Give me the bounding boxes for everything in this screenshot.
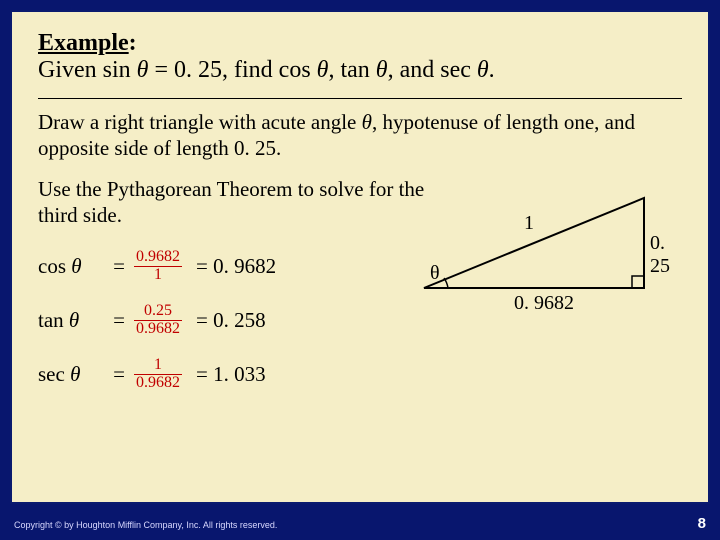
equals-icon: =	[110, 362, 128, 387]
heading-line2: Given sin θ = 0. 25, find cos θ, tan θ, …	[38, 57, 682, 84]
frac-num: 0.25	[142, 303, 174, 320]
adjacent-label: 0. 9682	[514, 292, 574, 315]
eq-lhs: cos θ	[38, 254, 110, 279]
frac-num: 1	[152, 357, 164, 374]
frac-den: 0.9682	[134, 375, 182, 392]
fraction: 1 0.9682	[134, 357, 182, 392]
theta-icon: θ	[69, 308, 79, 332]
heading-word: Example	[38, 30, 129, 56]
heading-colon: :	[129, 30, 137, 56]
t2-c: , tan	[328, 57, 375, 83]
frac-den: 1	[152, 267, 164, 284]
eq-rhs: = 0. 258	[196, 308, 266, 333]
frac-den: 0.9682	[134, 321, 182, 338]
eq-lhs: tan θ	[38, 308, 110, 333]
opposite-label: 0. 25	[650, 232, 674, 278]
t2-e: .	[489, 57, 495, 83]
example-heading: Example:	[38, 30, 682, 57]
fraction: 0.25 0.9682	[134, 303, 182, 338]
t2-a: Given sin	[38, 57, 137, 83]
eq-rhs: = 0. 9682	[196, 254, 276, 279]
triangle-diagram: 1 0. 25 0. 9682 θ	[414, 188, 674, 338]
frac-num: 0.9682	[134, 249, 182, 266]
eq-sec: sec θ = 1 0.9682 = 1. 033	[38, 354, 682, 394]
t2-d: , and sec	[388, 57, 477, 83]
theta-icon: θ	[317, 57, 329, 83]
theta-icon: θ	[70, 362, 80, 386]
eq-lhs: sec θ	[38, 362, 110, 387]
right-angle-icon	[632, 276, 644, 288]
divider	[38, 98, 682, 99]
t2-b: = 0. 25, find cos	[148, 57, 316, 83]
paragraph-1: Draw a right triangle with acute angle θ…	[38, 109, 682, 162]
theta-icon: θ	[376, 57, 388, 83]
triangle-shape	[424, 198, 644, 288]
paragraph-2: Use the Pythagorean Theorem to solve for…	[38, 176, 438, 229]
eq-rhs: = 1. 033	[196, 362, 266, 387]
theta-icon: θ	[477, 57, 489, 83]
page-number: 8	[698, 515, 706, 532]
row-area: Use the Pythagorean Theorem to solve for…	[38, 176, 682, 395]
theta-icon: θ	[362, 110, 372, 134]
slide-content: Example: Given sin θ = 0. 25, find cos θ…	[12, 12, 708, 418]
equals-icon: =	[110, 308, 128, 333]
equals-icon: =	[110, 254, 128, 279]
theta-icon: θ	[137, 57, 149, 83]
theta-icon: θ	[71, 254, 81, 278]
triangle-svg	[414, 188, 674, 338]
copyright-text: Copyright © by Houghton Mifflin Company,…	[14, 520, 277, 530]
p1-pre: Draw a right triangle with acute angle	[38, 110, 362, 134]
fraction: 0.9682 1	[134, 249, 182, 284]
hypotenuse-label: 1	[524, 212, 534, 235]
angle-theta-label: θ	[430, 262, 440, 285]
slide-card: Example: Given sin θ = 0. 25, find cos θ…	[10, 10, 710, 504]
